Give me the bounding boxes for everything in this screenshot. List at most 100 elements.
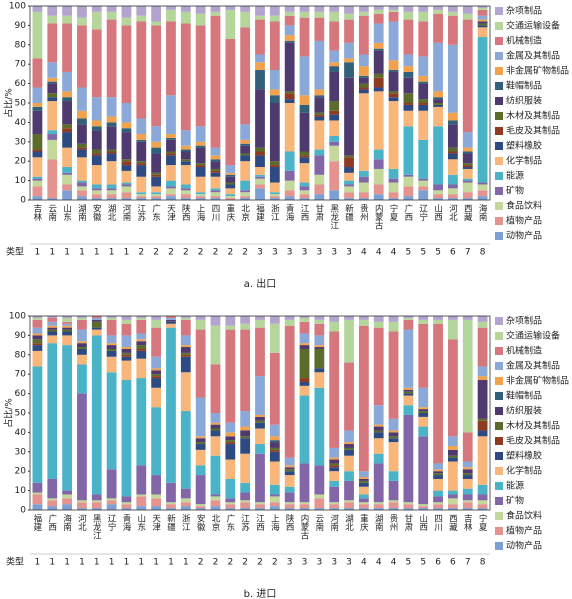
bar-segment — [77, 124, 87, 144]
bar-segment — [462, 151, 473, 154]
bar-segment — [225, 176, 236, 183]
bar-segment — [462, 316, 473, 320]
bar-segment — [180, 190, 191, 195]
bar-segment — [329, 21, 340, 51]
bar-segment — [180, 198, 191, 200]
bar-segment — [418, 387, 429, 408]
bar-segment — [166, 180, 176, 187]
y-tick-label: 30 — [15, 447, 27, 457]
x-tick-label: 四川 — [433, 514, 443, 531]
bar-segment — [225, 329, 236, 423]
bar-segment — [180, 347, 191, 353]
bar-segment — [448, 490, 458, 495]
bar-segment — [62, 504, 72, 510]
bar-segment — [255, 428, 265, 445]
bar-segment — [477, 9, 488, 16]
bar-segment — [106, 356, 117, 373]
bar-segment — [32, 103, 43, 107]
bar-segment — [358, 93, 369, 171]
bar-segment — [284, 319, 295, 326]
bar-segment — [462, 132, 473, 148]
legend-label: 杂项制品 — [506, 315, 542, 327]
bar-segment — [47, 93, 58, 98]
bar-segment — [284, 316, 295, 320]
bar-segment — [373, 184, 384, 195]
bar-segment — [284, 15, 295, 26]
legend-label: 化学制品 — [506, 465, 542, 477]
bar-segment — [344, 508, 354, 510]
bar-segment — [47, 6, 58, 16]
bar-segment — [462, 461, 473, 468]
bar-segment — [121, 103, 132, 123]
bar-segment — [299, 17, 310, 57]
bar-segment — [477, 494, 488, 501]
bar-segment — [329, 190, 340, 200]
bar-segment — [329, 471, 340, 481]
bar-segment — [269, 496, 280, 503]
type-label: 1 — [94, 248, 100, 258]
bar-segment — [121, 161, 132, 166]
bar-segment — [225, 504, 236, 509]
bar-segment — [136, 319, 147, 334]
bar-segment — [210, 15, 221, 148]
x-tick-label: 江西 — [255, 514, 265, 532]
bar-segment — [373, 149, 384, 160]
bar-segment — [373, 9, 384, 14]
bar-segment — [329, 459, 340, 464]
bar-segment — [166, 6, 176, 10]
bar-segment — [329, 66, 340, 72]
bar-segment — [166, 321, 176, 324]
bar-segment — [47, 198, 58, 200]
type-label: 7 — [465, 558, 471, 568]
bar-segment — [358, 192, 369, 199]
bar-segment — [195, 438, 206, 443]
bar-segment — [255, 504, 265, 509]
bar-segment — [314, 155, 325, 175]
bar-segment — [240, 430, 251, 437]
bar-segment — [166, 95, 176, 135]
x-tick-label: 西藏 — [462, 204, 472, 222]
bar-segment — [225, 194, 236, 197]
bar-segment — [62, 147, 72, 168]
bar-segment — [166, 188, 176, 195]
x-tick-label: 江西 — [299, 204, 309, 222]
type-label: 2 — [198, 558, 204, 568]
bar-segment — [151, 494, 162, 499]
bar-segment — [77, 180, 87, 183]
y-tick-label: 70 — [15, 60, 27, 70]
bar-segment — [299, 6, 310, 12]
bar-segment — [358, 198, 369, 200]
bar-segment — [77, 343, 87, 348]
bar-segment — [180, 498, 191, 503]
type-label: 2 — [198, 248, 204, 258]
bar-segment — [62, 71, 72, 92]
x-tick-label: 贵州 — [388, 513, 398, 531]
legend-swatch — [495, 437, 503, 445]
bar-segment — [269, 440, 280, 443]
bar-segment — [358, 66, 369, 76]
bar-segment — [136, 378, 147, 466]
bar-segment — [121, 348, 132, 353]
x-tick-label: 广西 — [47, 513, 57, 532]
bar-segment — [284, 467, 295, 470]
bar-segment — [373, 73, 384, 78]
bar-segment — [329, 331, 340, 448]
bar-segment — [240, 143, 251, 146]
bar-segment — [47, 316, 58, 318]
bar-segment — [136, 6, 147, 16]
bar-segment — [448, 124, 458, 148]
bar-segment — [91, 97, 102, 121]
bar-segment — [32, 327, 43, 334]
bar-segment — [373, 426, 384, 431]
bar-segment — [284, 475, 295, 487]
type-label: 4 — [361, 248, 367, 258]
bar-segment — [210, 196, 221, 199]
bar-segment — [106, 151, 117, 154]
bar-segment — [388, 500, 399, 503]
bar-segment — [240, 180, 251, 191]
bar-segment — [403, 508, 414, 510]
type-label: 1 — [109, 558, 115, 568]
bar-segment — [166, 134, 176, 138]
bar-segment — [299, 190, 310, 195]
